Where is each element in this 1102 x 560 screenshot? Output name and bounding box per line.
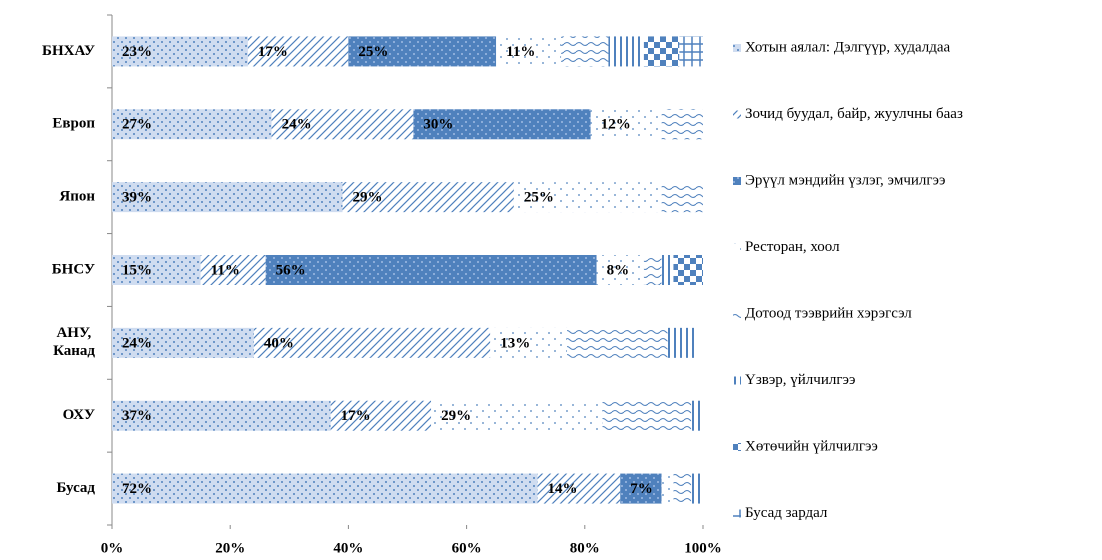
bar-segment [496, 36, 562, 67]
data-label: 56% [276, 262, 306, 278]
legend-marker [733, 243, 741, 252]
bar-segment [247, 36, 349, 67]
data-label: 29% [441, 408, 471, 424]
data-label: 17% [341, 408, 371, 424]
bar-segment [112, 109, 272, 140]
data-label: 30% [423, 117, 453, 133]
bar-segment [661, 255, 674, 285]
data-label: 7% [630, 481, 653, 497]
legend-marker [733, 177, 741, 185]
legend-marker [733, 509, 741, 518]
x-tick-label: 100% [684, 540, 722, 556]
bar-segment [661, 182, 703, 213]
bar-segment [561, 36, 609, 67]
legend-label: Эрүүл мэндийн үзлэг, эмчилгээ [745, 172, 945, 188]
category-label: Бусад [56, 480, 95, 496]
bar-segment [112, 327, 254, 358]
bar-segment [431, 400, 603, 431]
bar-segment [602, 400, 692, 431]
bar-segment [342, 182, 514, 213]
data-label: 15% [122, 262, 152, 278]
x-tick-label: 80% [570, 540, 600, 556]
bar-segment [620, 473, 662, 504]
bar-segment [112, 182, 343, 213]
data-label: 14% [548, 481, 578, 497]
bar-segment [691, 473, 703, 504]
bar-segment [679, 36, 703, 67]
data-label: 37% [122, 408, 152, 424]
bar-segment [112, 400, 331, 431]
data-label: 25% [358, 44, 388, 60]
bar-segment [643, 255, 662, 285]
legend-label: Зочид буудал, байр, жуулчны бааз [745, 106, 963, 122]
bar-segment [253, 327, 491, 358]
category-label: БНХАУ [42, 43, 95, 59]
bar-segment [413, 109, 591, 140]
data-label: 23% [122, 44, 152, 60]
x-tick-label: 0% [101, 540, 124, 556]
bar-segment [590, 109, 662, 140]
data-label: 11% [211, 262, 240, 278]
legend-marker [733, 310, 741, 318]
bar-segment [271, 109, 414, 140]
legend-label: Бусад зардал [745, 505, 828, 521]
data-label: 72% [122, 481, 152, 497]
bar-segment [330, 400, 432, 431]
legend-label: Хотын аялал: Дэлгүүр, худалдаа [745, 39, 951, 55]
data-label: 8% [607, 262, 630, 278]
data-label: 24% [282, 117, 312, 133]
bar-segment [112, 36, 248, 67]
data-label: 24% [122, 335, 152, 351]
bar-segment [490, 327, 568, 358]
x-tick-label: 20% [215, 540, 245, 556]
legend-marker [733, 110, 741, 119]
bar-segment [691, 400, 703, 431]
bar-segment [112, 255, 201, 285]
legend-marker [733, 443, 741, 451]
category-label: ОХУ [63, 407, 95, 423]
bar-segment [513, 182, 662, 213]
legend-label: Үзвэр, үйлчилгээ [745, 372, 855, 388]
bar-segment [265, 255, 597, 285]
data-label: 17% [258, 44, 288, 60]
legend-marker [733, 376, 741, 385]
legend-marker [733, 44, 741, 52]
bar-segment [661, 109, 703, 140]
bar-segment [667, 327, 698, 358]
data-label: 25% [524, 190, 554, 206]
data-label: 11% [506, 44, 535, 60]
category-label: АНУ, Канад [53, 325, 95, 359]
legend-label: Хөтөчийн үйлчилгээ [745, 438, 878, 454]
data-label: 27% [122, 117, 152, 133]
data-label: 40% [264, 335, 294, 351]
legend-label: Ресторан, хоол [745, 239, 840, 255]
data-label: 12% [601, 117, 631, 133]
category-label: БНСУ [52, 261, 95, 277]
legend-label: Дотоод тээврийн хэрэгсэл [745, 305, 912, 321]
bar-segment [608, 36, 644, 67]
category-label: Европ [52, 116, 95, 132]
category-label: Япон [59, 189, 95, 205]
data-label: 13% [500, 335, 530, 351]
bar-segment [348, 36, 497, 67]
bar-segment [567, 327, 668, 358]
data-label: 39% [122, 190, 152, 206]
bar-segment [200, 255, 266, 285]
bar-segment [596, 255, 644, 285]
bar-segment [537, 473, 621, 504]
x-tick-label: 60% [452, 540, 482, 556]
bar-segment [673, 255, 703, 285]
bar-segment [643, 36, 680, 67]
bar-segment [673, 473, 692, 504]
bar-segment [661, 473, 674, 504]
x-tick-label: 40% [333, 540, 363, 556]
bar-segment [112, 473, 538, 504]
data-label: 29% [352, 190, 382, 206]
